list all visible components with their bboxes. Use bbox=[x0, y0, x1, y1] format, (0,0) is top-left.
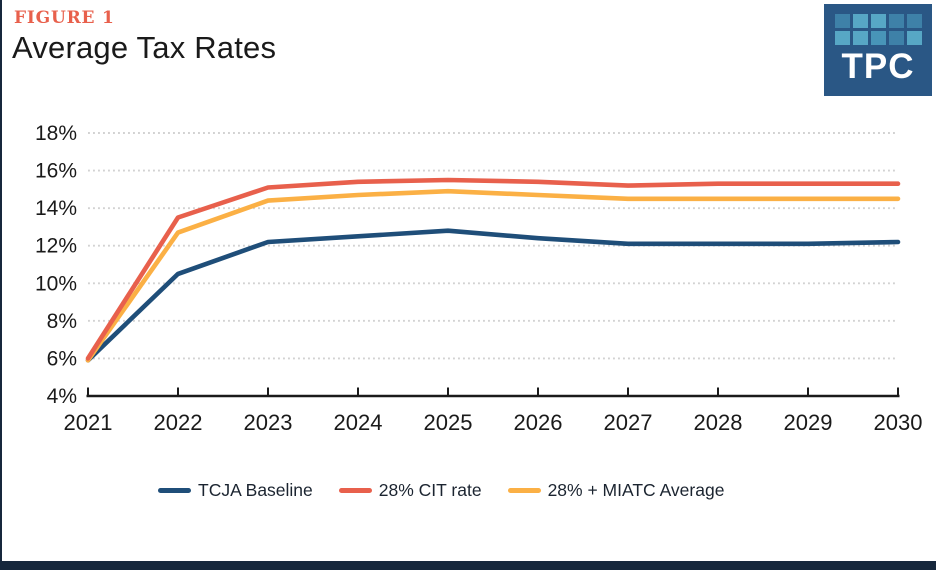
legend-item: 28% CIT rate bbox=[338, 479, 482, 501]
figure-number-label: FIGURE 1 bbox=[14, 8, 115, 28]
x-axis-tick-label: 2021 bbox=[64, 410, 113, 435]
x-axis-tick-label: 2023 bbox=[244, 410, 293, 435]
y-axis-tick-label: 8% bbox=[47, 310, 77, 333]
legend-item: TCJA Baseline bbox=[158, 480, 313, 501]
y-axis-tick-label: 10% bbox=[35, 272, 77, 295]
y-axis-tick-label: 12% bbox=[35, 235, 77, 258]
logo-squares-grid bbox=[834, 14, 922, 45]
logo-square bbox=[870, 14, 886, 28]
page-title: Average Tax Rates bbox=[12, 30, 277, 65]
x-axis-tick-label: 2022 bbox=[154, 410, 203, 435]
y-axis-tick-label: 4% bbox=[47, 385, 77, 408]
chart-legend: TCJA Baseline 28% CIT rate 28% + MIATC Ave… bbox=[158, 478, 724, 502]
x-axis-tick-label: 2025 bbox=[424, 410, 473, 435]
logo-square bbox=[852, 14, 868, 28]
x-axis-tick-label: 2030 bbox=[874, 410, 923, 435]
bottom-bar bbox=[0, 561, 936, 570]
x-axis-tick-label: 2028 bbox=[694, 410, 743, 435]
x-axis-tick-label: 2026 bbox=[514, 410, 563, 435]
logo-square bbox=[906, 31, 922, 45]
logo-square bbox=[888, 31, 904, 45]
logo-square bbox=[834, 31, 850, 45]
y-axis-tick-label: 14% bbox=[35, 197, 77, 220]
y-axis-tick-label: 6% bbox=[47, 347, 77, 370]
series-line-28-miatc-average bbox=[85, 188, 901, 363]
legend-item: 28% + MIATC Average bbox=[507, 479, 725, 501]
series-line-tcja-baseline bbox=[85, 228, 901, 363]
legend-swatch bbox=[338, 487, 372, 493]
logo-square bbox=[834, 14, 850, 28]
legend-swatch bbox=[507, 487, 541, 493]
legend-swatch bbox=[158, 487, 191, 493]
y-axis-tick-label: 18% bbox=[35, 122, 77, 145]
line-chart: 4% 6% 8% 10% 12% 14% 16% 18% 2021 2022 2023 2024 202… bbox=[35, 122, 923, 435]
legend-item-label: 28% + MIATC Average bbox=[547, 479, 725, 500]
x-axis-tick-label: 2027 bbox=[604, 410, 653, 435]
logo-text: TPC bbox=[841, 47, 915, 86]
series-line-28-cit-rate bbox=[85, 177, 901, 361]
legend-item-label: 28% CIT rate bbox=[378, 479, 482, 500]
x-axis-tick-label: 2029 bbox=[784, 410, 833, 435]
tpc-logo: TPC bbox=[824, 4, 932, 96]
logo-square bbox=[870, 31, 886, 45]
y-axis-tick-label: 16% bbox=[35, 160, 77, 183]
x-axis-tick-label: 2024 bbox=[334, 410, 383, 435]
legend-item-label: TCJA Baseline bbox=[198, 479, 313, 500]
logo-square bbox=[888, 14, 904, 28]
logo-square bbox=[906, 14, 922, 28]
left-edge-rule bbox=[0, 0, 2, 570]
logo-square bbox=[852, 31, 868, 45]
